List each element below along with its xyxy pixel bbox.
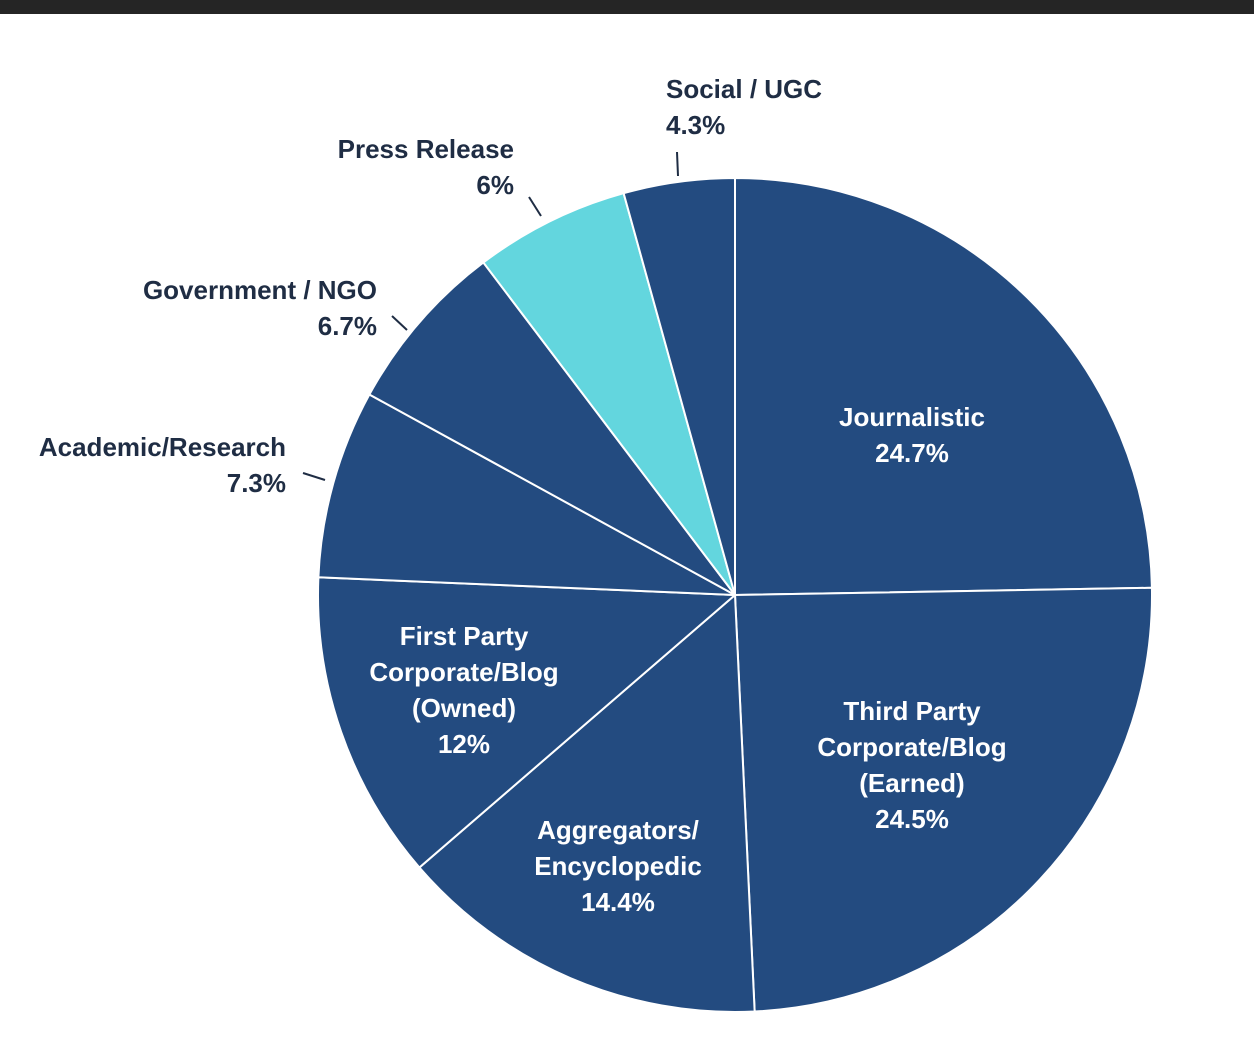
slice-label-text: Aggregators/ — [537, 815, 699, 845]
slice-label: Aggregators/Encyclopedic 14.4% — [534, 812, 702, 920]
slice-label-text: Corporate/Blog — [817, 732, 1007, 762]
slice-label: First Party Corporate/Blog (Owned) 12% — [369, 618, 558, 762]
slice-label: Third Party Corporate/Blog (Earned) 24.5% — [817, 693, 1006, 837]
slice-label-text: Third Party — [843, 696, 981, 726]
leader-line — [676, 151, 679, 177]
slice-label-text: First Party — [399, 621, 529, 651]
slice-label-text: Social / UGC — [666, 74, 823, 104]
pie-slice — [368, 261, 736, 596]
slice-value-label: 4.3% — [666, 110, 726, 140]
slice-label-text: Press Release — [337, 134, 514, 164]
slice-value-label: 12% — [437, 729, 491, 759]
slice-value-label: 6% — [476, 170, 514, 200]
slice-label: Press Release 6% — [338, 131, 514, 203]
slice-label: Social / UGC 4.3% — [666, 71, 822, 143]
pie-slice — [317, 576, 738, 869]
slice-value-label: 24.7% — [875, 438, 949, 468]
pie-slice — [417, 592, 756, 1013]
slice-value-label: 24.5% — [875, 804, 949, 834]
slice-label-text: Journalistic — [839, 402, 985, 432]
pie-slice — [733, 586, 1153, 1013]
slice-label-text: (Owned) — [411, 693, 516, 723]
slice-label-text: Government / NGO — [142, 275, 377, 305]
leader-line — [302, 472, 326, 481]
pie-slice — [481, 191, 736, 596]
slice-label: Journalistic 24.7% — [839, 399, 985, 471]
pie-slice — [317, 393, 736, 596]
leader-line — [391, 315, 408, 331]
pie-slice — [622, 176, 736, 596]
slice-value-label: 6.7% — [317, 311, 377, 341]
window-top-bar — [0, 0, 1254, 14]
slice-value-label: 7.3% — [226, 468, 286, 498]
slice-label: Government / NGO 6.7% — [143, 272, 377, 344]
slice-value-label: 14.4% — [581, 887, 655, 917]
slice-label-text: (Earned) — [859, 768, 965, 798]
slice-label: Academic/Research 7.3% — [39, 429, 286, 501]
slice-label-text: Encyclopedic — [534, 851, 702, 881]
leader-line — [528, 196, 542, 217]
pie-slice — [734, 176, 1153, 597]
slice-label-text: Academic/Research — [38, 432, 286, 462]
slice-label-text: Corporate/Blog — [369, 657, 559, 687]
